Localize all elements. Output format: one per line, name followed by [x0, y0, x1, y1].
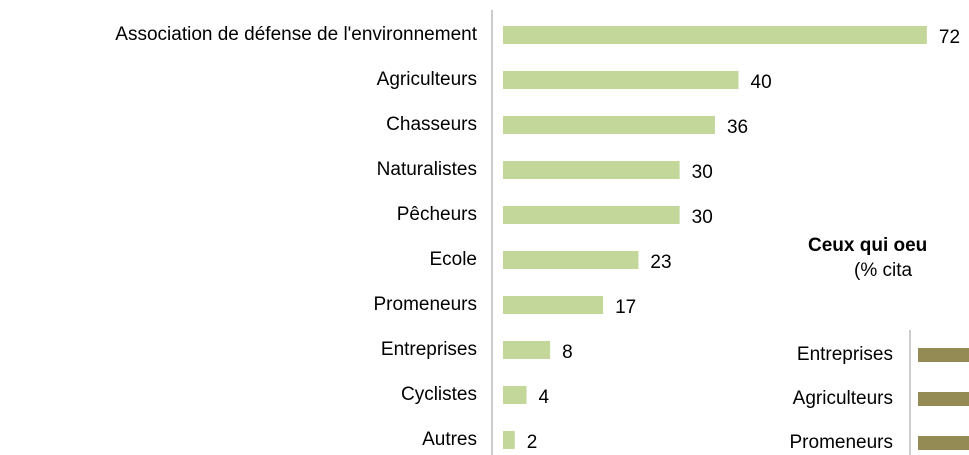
- bar: [503, 251, 639, 269]
- y-tick-label: Chasseurs: [386, 114, 477, 135]
- value-label: 8: [562, 342, 573, 363]
- value-label: 72: [939, 27, 960, 48]
- bar-clipped: [918, 348, 969, 362]
- chart-title: Ceux qui oeu: [808, 235, 927, 256]
- bar: [503, 431, 515, 449]
- value-label: 40: [751, 72, 772, 93]
- y-tick-label: Pêcheurs: [397, 204, 477, 225]
- bar: [503, 296, 604, 314]
- value-label: 36: [727, 117, 748, 138]
- bar: [503, 206, 680, 224]
- bar-clipped: [918, 436, 969, 450]
- y-tick-label: Autres: [422, 429, 477, 450]
- bar: [503, 161, 680, 179]
- value-label: 30: [692, 207, 713, 228]
- bar: [503, 116, 715, 134]
- y-tick-label: Naturalistes: [377, 159, 477, 180]
- y-tick-label: Entreprises: [381, 339, 477, 360]
- bar: [503, 26, 927, 44]
- chart-subtitle: (% cita: [854, 260, 913, 281]
- y-tick-label: Ecole: [429, 249, 477, 270]
- y-tick-label: Cyclistes: [401, 384, 477, 405]
- y-tick-label: Agriculteurs: [377, 69, 477, 90]
- y-tick-label: Promeneurs: [374, 294, 478, 315]
- value-label: 23: [650, 252, 671, 273]
- bar-clipped: [918, 392, 969, 406]
- bar: [503, 386, 527, 404]
- y-tick-label: Association de défense de l'environnemen…: [115, 24, 477, 45]
- bar: [503, 341, 551, 359]
- value-label: 4: [539, 387, 550, 408]
- y-tick-label: Promeneurs: [790, 432, 894, 453]
- y-tick-label: Agriculteurs: [793, 388, 893, 409]
- value-label: 17: [615, 297, 636, 318]
- value-label: 2: [527, 432, 538, 453]
- value-label: 30: [692, 162, 713, 183]
- bar: [503, 71, 739, 89]
- y-tick-label: Entreprises: [797, 344, 893, 365]
